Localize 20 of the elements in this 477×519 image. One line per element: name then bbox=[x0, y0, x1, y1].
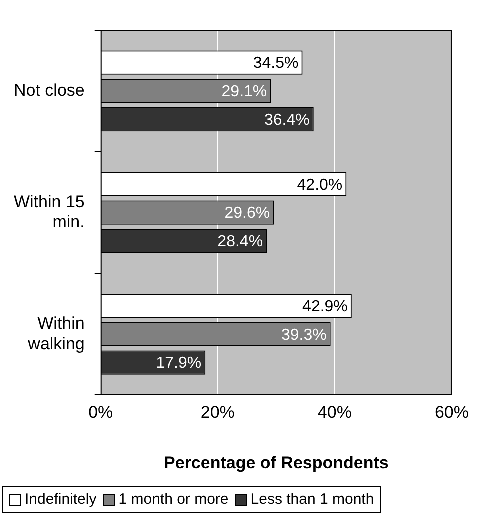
x-tick-label: 60% bbox=[434, 403, 470, 422]
data-label: 39.3% bbox=[281, 326, 327, 344]
data-label: 28.4% bbox=[218, 234, 264, 251]
data-label: 42.9% bbox=[302, 298, 348, 316]
data-label: 17.9% bbox=[156, 355, 202, 372]
legend-label: Less than 1 month bbox=[250, 491, 374, 508]
y-tick-label: Within 15 min. bbox=[14, 192, 85, 232]
x-tick-label: 0% bbox=[88, 403, 114, 422]
legend-label: Indefinitely bbox=[24, 491, 97, 508]
data-label: 29.6% bbox=[224, 205, 270, 222]
x-axis-title: Percentage of Respondents bbox=[164, 453, 389, 472]
y-tick-label: Not close bbox=[14, 80, 85, 100]
y-tick-label: Within walking bbox=[27, 314, 85, 354]
data-label: 29.1% bbox=[222, 84, 268, 101]
x-tick-label: 40% bbox=[318, 403, 352, 422]
x-tick-label: 20% bbox=[200, 403, 235, 422]
data-label: 42.0% bbox=[297, 176, 343, 194]
data-label: 34.5% bbox=[253, 55, 299, 72]
legend-label: 1 month or more bbox=[118, 491, 229, 508]
data-label: 36.4% bbox=[264, 112, 310, 129]
